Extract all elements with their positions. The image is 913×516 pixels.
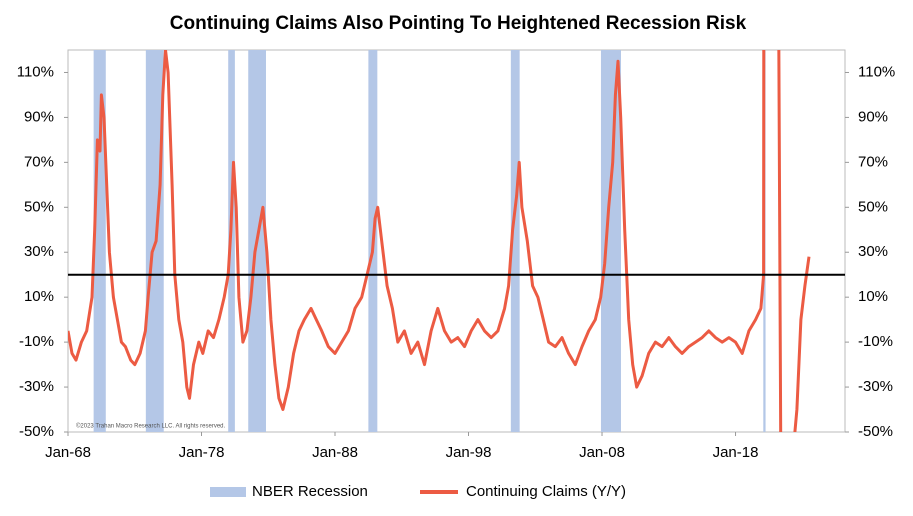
claims-line [68,50,811,432]
y2-tick-label: 10% [858,288,888,305]
y-tick-label: -50% [19,423,54,440]
y-tick-label: 110% [17,63,54,80]
y-tick-label: 50% [24,198,54,215]
x-tick-label: Jan-98 [446,444,492,461]
legend-label: NBER Recession [252,483,368,500]
y-tick-label: -30% [19,378,54,395]
x-tick-label: Jan-78 [179,444,225,461]
y-tick-label: 90% [24,108,54,125]
x-tick-label: Jan-68 [45,444,91,461]
chart-title: Continuing Claims Also Pointing To Heigh… [170,13,747,34]
recession-band [600,50,621,432]
y-tick-label: 30% [24,243,54,260]
plot-frame [67,49,846,433]
legend-label: Continuing Claims (Y/Y) [466,483,626,500]
plot-area [68,50,811,432]
y2-tick-label: 90% [858,108,888,125]
x-tick-label: Jan-08 [579,444,625,461]
y2-tick-label: 110% [858,63,895,80]
legend-swatch [210,487,246,497]
recession-band [510,50,520,432]
x-tick-label: Jan-88 [312,444,358,461]
copyright-note: ©2023 Trahan Macro Research LLC. All rig… [76,423,225,430]
y2-tick-label: -30% [858,378,893,395]
y-tick-label: -10% [19,333,54,350]
y-tick-label: 10% [24,288,54,305]
y2-tick-label: -50% [858,423,893,440]
y2-tick-label: 70% [858,153,888,170]
y2-tick-label: 50% [858,198,888,215]
y2-tick-label: -10% [858,333,893,350]
x-tick-label: Jan-18 [713,444,759,461]
y2-tick-label: 30% [858,243,888,260]
y-tick-label: 70% [24,153,54,170]
